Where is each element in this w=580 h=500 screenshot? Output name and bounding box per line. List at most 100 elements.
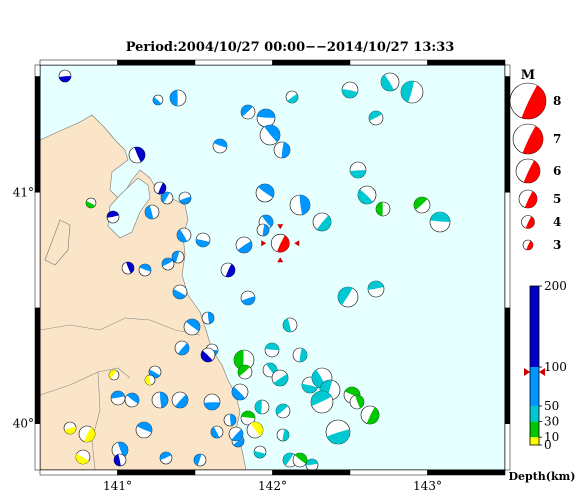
prefecture-boundary bbox=[91, 371, 101, 471]
focal-mechanism bbox=[349, 161, 367, 179]
focal-mechanism bbox=[160, 191, 174, 205]
depth-color-band bbox=[530, 406, 539, 422]
depth-tick-label: 0 bbox=[544, 438, 552, 452]
magnitude-legend-symbol bbox=[522, 239, 534, 251]
focal-mechanism bbox=[282, 317, 298, 333]
depth-color-band bbox=[530, 437, 539, 445]
focal-mechanism bbox=[200, 347, 216, 363]
focal-mechanism bbox=[285, 90, 299, 104]
focal-mechanism bbox=[349, 394, 365, 410]
focal-mechanism bbox=[210, 425, 224, 439]
frame-bar bbox=[39, 469, 118, 476]
focal-mechanism bbox=[171, 250, 185, 264]
frame-bar bbox=[34, 307, 41, 424]
prefecture-boundary bbox=[39, 317, 201, 336]
focal-mechanism bbox=[138, 263, 152, 277]
focal-mechanism bbox=[400, 80, 424, 104]
frame-bar bbox=[117, 59, 196, 66]
focal-mechanism bbox=[124, 392, 140, 408]
focal-mechanism bbox=[201, 311, 215, 325]
focal-mechanism bbox=[128, 146, 146, 164]
frame-bar bbox=[504, 76, 511, 193]
focal-mechanism bbox=[223, 413, 237, 427]
focal-mechanism bbox=[282, 452, 298, 468]
focal-mechanism bbox=[220, 262, 236, 278]
frame-bar bbox=[272, 469, 351, 476]
focal-mechanism bbox=[380, 72, 400, 92]
focal-mechanism bbox=[357, 185, 377, 205]
focal-mechanism bbox=[203, 393, 221, 411]
frame-bar bbox=[504, 64, 511, 77]
focal-mechanism bbox=[367, 280, 385, 298]
frame-bar bbox=[194, 469, 273, 476]
depth-marker-right bbox=[539, 368, 545, 376]
main-event-marker-arrow bbox=[277, 257, 284, 263]
focal-mechanism bbox=[171, 391, 189, 409]
frame-bar bbox=[349, 469, 428, 476]
depth-unit-label: Depth(km) bbox=[509, 470, 576, 483]
frame-bar bbox=[34, 423, 41, 471]
main-event-mechanism[interactable] bbox=[261, 224, 300, 263]
focal-mechanism bbox=[121, 261, 135, 275]
focal-mechanism bbox=[153, 181, 167, 195]
focal-mechanism bbox=[183, 318, 201, 336]
map-panel[interactable] bbox=[34, 59, 511, 476]
depth-tick-label: 50 bbox=[544, 399, 559, 413]
focal-mechanism bbox=[63, 421, 77, 435]
focal-mechanism bbox=[235, 236, 253, 254]
magnitude-legend-title: M bbox=[521, 68, 535, 83]
frame-bar bbox=[34, 64, 41, 77]
focal-mechanism bbox=[271, 369, 289, 387]
frame-bar bbox=[39, 59, 118, 66]
magnitude-legend-label: 5 bbox=[553, 192, 561, 206]
focal-mechanism bbox=[106, 210, 120, 224]
focal-mechanism bbox=[110, 390, 126, 406]
depth-colorbar-frame bbox=[529, 285, 540, 446]
depth-tick-label: 10 bbox=[544, 430, 559, 444]
magnitude-legend-label: 4 bbox=[553, 215, 561, 229]
focal-mechanism bbox=[273, 141, 291, 159]
magnitude-legend-symbol bbox=[515, 158, 541, 184]
longitude-tick-label: 141° bbox=[103, 479, 132, 493]
depth-tick-label: 200 bbox=[544, 279, 567, 293]
frame-bar bbox=[504, 423, 511, 471]
focal-mechanism bbox=[161, 257, 175, 271]
focal-mechanism bbox=[85, 197, 97, 209]
focal-mechanism bbox=[231, 383, 249, 401]
focal-mechanism bbox=[246, 421, 264, 439]
focal-mechanism bbox=[375, 201, 391, 217]
focal-mechanism bbox=[169, 89, 187, 107]
map-title: Period:2004/10/27 00:00−−2014/10/27 13:3… bbox=[125, 40, 455, 55]
focal-mechanism bbox=[176, 227, 192, 243]
focal-mechanism bbox=[289, 194, 311, 216]
focal-mechanism bbox=[144, 204, 160, 220]
magnitude-legend-label: 3 bbox=[553, 238, 561, 252]
depth-marker-left bbox=[524, 368, 530, 376]
frame-bar bbox=[504, 307, 511, 424]
map-axis-labels: 141° 142° 143° 41° 40° bbox=[13, 185, 442, 493]
frame-bar bbox=[427, 59, 506, 66]
frame-bar bbox=[272, 59, 351, 66]
focal-mechanism bbox=[111, 441, 129, 459]
focal-mechanism bbox=[254, 399, 270, 415]
focal-mechanism bbox=[341, 81, 359, 99]
focal-mechanisms bbox=[58, 69, 451, 472]
depth-color-band bbox=[530, 286, 539, 367]
focal-mechanism bbox=[368, 110, 384, 126]
frame-bar bbox=[34, 76, 41, 193]
focal-mechanism bbox=[151, 391, 169, 409]
frame-bar bbox=[427, 469, 506, 476]
focal-mechanism bbox=[264, 342, 280, 358]
magnitude-legend-symbol bbox=[509, 82, 547, 120]
depth-color-band bbox=[530, 367, 539, 406]
latitude-tick-label: 40° bbox=[13, 417, 34, 431]
focal-mechanism bbox=[292, 347, 308, 363]
focal-mechanism bbox=[195, 232, 211, 248]
magnitude-legend-symbol bbox=[521, 215, 535, 229]
magnitude-legend-label: 8 bbox=[553, 94, 561, 108]
focal-mechanism bbox=[240, 290, 256, 306]
focal-mechanism bbox=[413, 196, 431, 214]
magnitude-legend-symbol bbox=[512, 123, 544, 155]
depth-tick-label: 30 bbox=[544, 415, 559, 429]
